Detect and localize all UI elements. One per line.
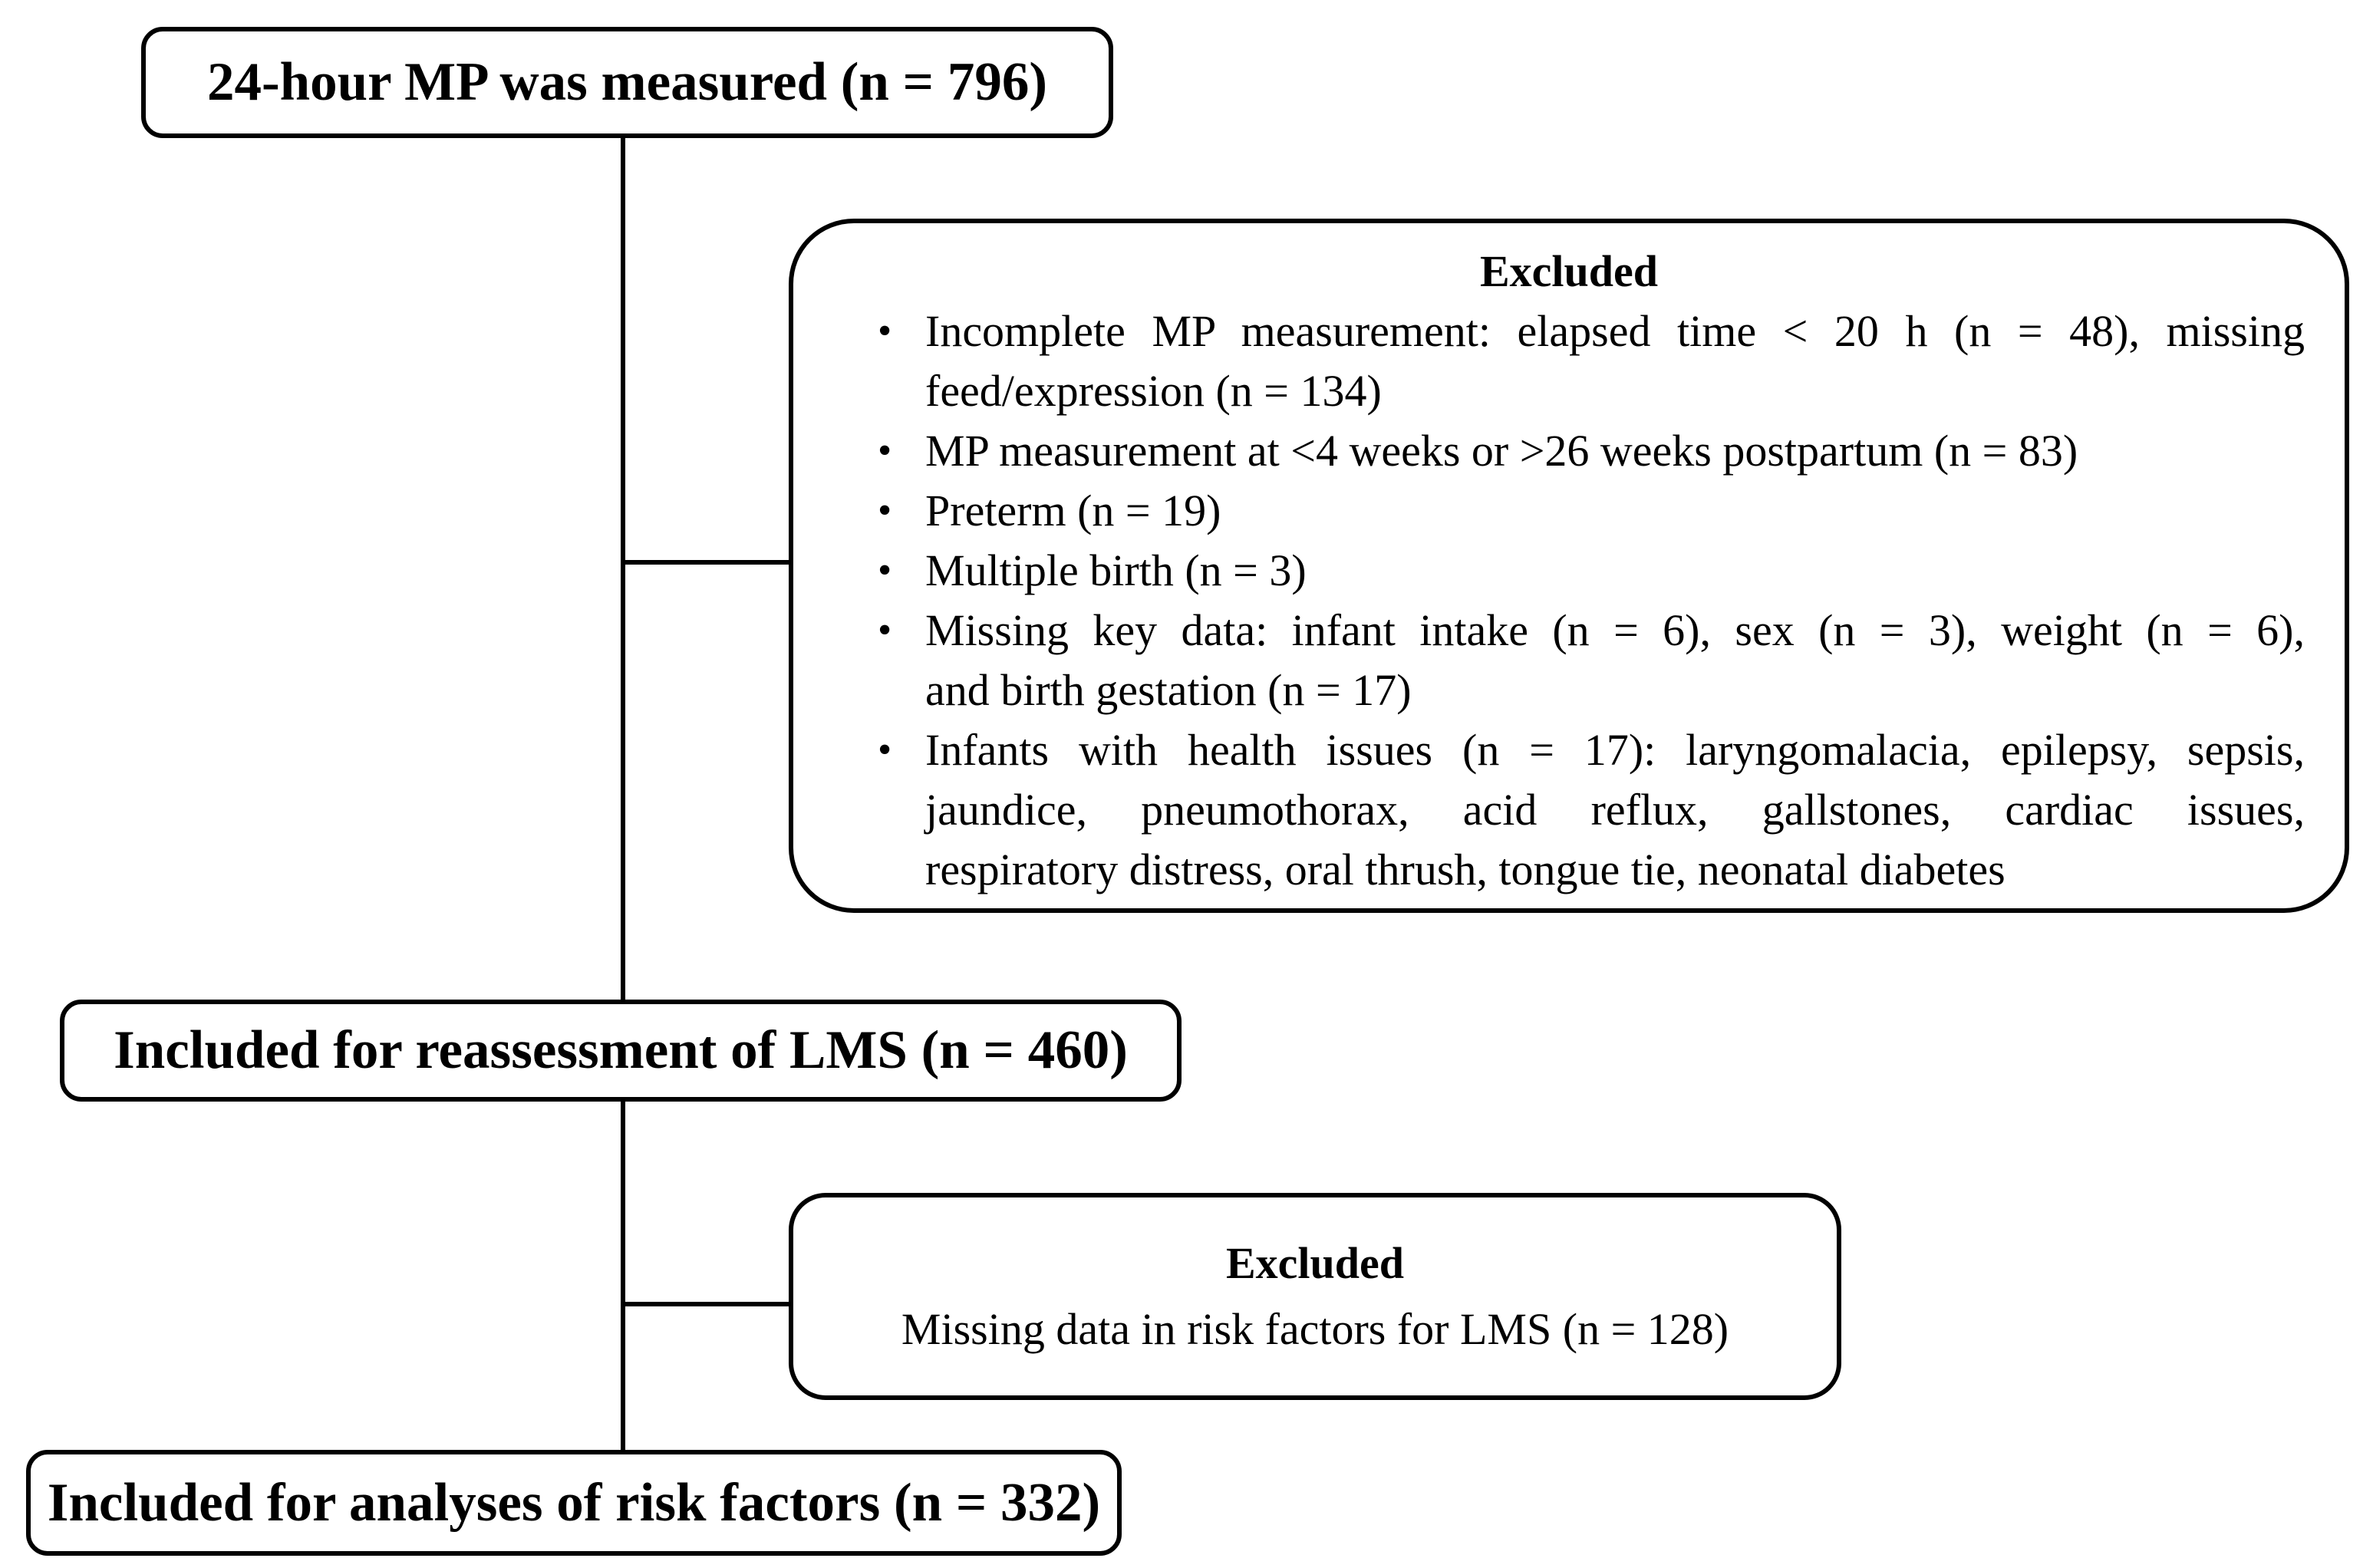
connector-branch-excluded-2 xyxy=(623,1302,789,1306)
excluded-title: Excluded xyxy=(1225,1238,1405,1288)
exclusion-item-line: respiratory distress, oral thrush, tongu… xyxy=(925,845,2006,894)
exclusion-item-line: jaundice, pneumothorax, acid reflux, gal… xyxy=(925,785,2305,835)
bullet-icon: • xyxy=(878,309,892,353)
exclusion-criteria-box: Excluded • Incomplete MP measurement: el… xyxy=(789,219,2349,913)
exclusion-list: • Incomplete MP measurement: elapsed tim… xyxy=(793,301,2345,900)
exclusion-item-line: Infants with health issues (n = 17): lar… xyxy=(925,725,2305,775)
exclusion-item-line: Preterm (n = 19) xyxy=(925,486,1221,535)
exclusion-risk-factors-box: Excluded Missing data in risk factors fo… xyxy=(789,1193,1841,1400)
exclusion-item: • Infants with health issues (n = 17): l… xyxy=(878,720,2305,900)
exclusion-item: • Preterm (n = 19) xyxy=(878,481,2305,541)
exclusion-item: • Incomplete MP measurement: elapsed tim… xyxy=(878,301,2305,421)
exclusion-item-line: Multiple birth (n = 3) xyxy=(925,545,1307,595)
exclusion-reason: Missing data in risk factors for LMS (n … xyxy=(901,1304,1729,1354)
bullet-icon: • xyxy=(878,548,892,592)
enrollment-box: 24-hour MP was measured (n = 796) xyxy=(141,27,1113,138)
excluded-title: Excluded xyxy=(1479,246,1659,296)
connector-vertical-bottom xyxy=(621,1102,625,1450)
analysis-box-label: Included for analyses of risk factors (n… xyxy=(47,1472,1101,1533)
exclusion-item-line: MP measurement at <4 weeks or >26 weeks … xyxy=(925,426,2078,476)
connector-vertical-top xyxy=(621,138,625,1000)
exclusion-item-line: Incomplete MP measurement: elapsed time … xyxy=(925,306,2305,356)
exclusion-item-line: and birth gestation (n = 17) xyxy=(925,665,1412,715)
bullet-icon: • xyxy=(878,429,892,473)
enrollment-box-label: 24-hour MP was measured (n = 796) xyxy=(207,52,1047,113)
connector-branch-excluded-1 xyxy=(623,560,789,565)
bullet-icon: • xyxy=(878,608,892,652)
exclusion-item-line: Missing key data: infant intake (n = 6),… xyxy=(925,605,2305,655)
reassessment-box-label: Included for reassessment of LMS (n = 46… xyxy=(114,1020,1128,1081)
reassessment-box: Included for reassessment of LMS (n = 46… xyxy=(60,1000,1182,1102)
analysis-box: Included for analyses of risk factors (n… xyxy=(26,1450,1122,1556)
bullet-icon: • xyxy=(878,489,892,532)
exclusion-item-line: feed/expression (n = 134) xyxy=(925,366,1382,416)
bullet-icon: • xyxy=(878,728,892,772)
exclusion-item: • Missing key data: infant intake (n = 6… xyxy=(878,601,2305,720)
exclusion-item: • MP measurement at <4 weeks or >26 week… xyxy=(878,421,2305,481)
exclusion-item: • Multiple birth (n = 3) xyxy=(878,541,2305,601)
